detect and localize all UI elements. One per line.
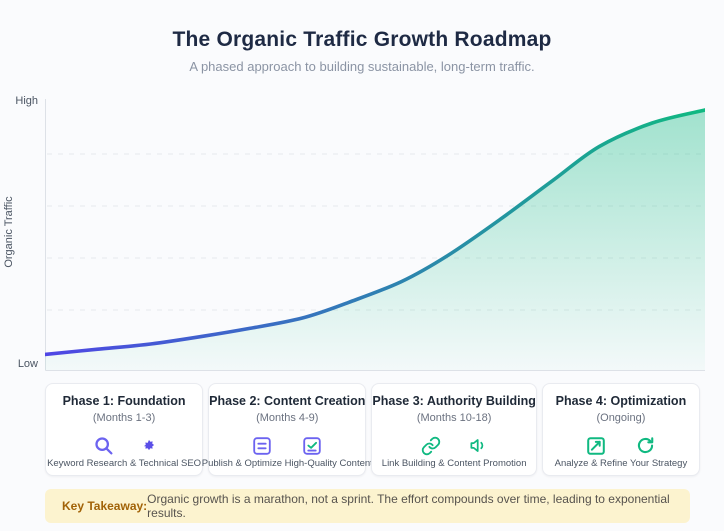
key-takeaway-text: Organic growth is a marathon, not a spri…	[147, 492, 670, 520]
chart-trend-icon	[585, 435, 607, 462]
phase-title: Phase 1: Foundation	[62, 394, 186, 408]
phase-icon-row	[46, 436, 202, 460]
phase-card-1: Phase 1: Foundation (Months 1-3) Keyword…	[45, 383, 204, 476]
phase-card-2: Phase 2: Content Creation (Months 4-9) P…	[202, 383, 373, 476]
phase-period: (Ongoing)	[596, 412, 646, 424]
phase-card-3: Phase 3: Authority Building (Months 10-1…	[371, 383, 537, 476]
search-icon	[93, 435, 114, 461]
growth-chart-svg	[43, 99, 707, 371]
page-title: The Organic Traffic Growth Roadmap	[172, 28, 552, 51]
checklist-icon	[301, 435, 323, 462]
phase-period: (Months 1-3)	[92, 412, 156, 424]
y-axis-title: Organic Traffic	[3, 196, 15, 268]
phase-description: Link Building & Content Promotion	[381, 458, 527, 469]
phase-icon-row	[372, 436, 535, 460]
megaphone-icon	[469, 436, 488, 460]
phase-card-4: Phase 4: Optimization (Ongoing) Analyze …	[541, 383, 700, 476]
phase-period: (Months 10-18)	[416, 412, 492, 424]
phase-cards-row: Phase 1: Foundation (Months 1-3) Keyword…	[45, 383, 700, 476]
gear-icon	[142, 439, 156, 458]
growth-curve-line	[43, 108, 707, 357]
growth-chart	[43, 95, 707, 375]
phase-period: (Months 4-9)	[256, 412, 319, 424]
growth-curve-fill	[45, 110, 705, 370]
phase-description: Analyze & Refine Your Strategy	[554, 458, 688, 469]
phase-icon-row	[209, 436, 365, 460]
document-lines-icon	[251, 435, 273, 462]
page-subtitle: A phased approach to building sustainabl…	[189, 59, 535, 74]
key-takeaway-label: Key Takeaway:	[62, 499, 148, 513]
phase-title: Phase 2: Content Creation	[209, 394, 366, 408]
phase-title: Phase 4: Optimization	[555, 394, 687, 408]
y-axis-high-label: High	[15, 95, 38, 107]
key-takeaway-banner: Key Takeaway: Organic growth is a maratho…	[45, 489, 690, 523]
phase-title: Phase 3: Authority Building	[372, 394, 536, 408]
phase-description: Publish & Optimize High-Quality Content	[201, 458, 373, 469]
link-icon	[421, 436, 441, 461]
y-axis-low-label: Low	[17, 358, 38, 370]
phase-description: Keyword Research & Technical SEO	[47, 458, 202, 469]
refresh-icon	[635, 435, 656, 461]
phase-icon-row	[543, 436, 699, 460]
